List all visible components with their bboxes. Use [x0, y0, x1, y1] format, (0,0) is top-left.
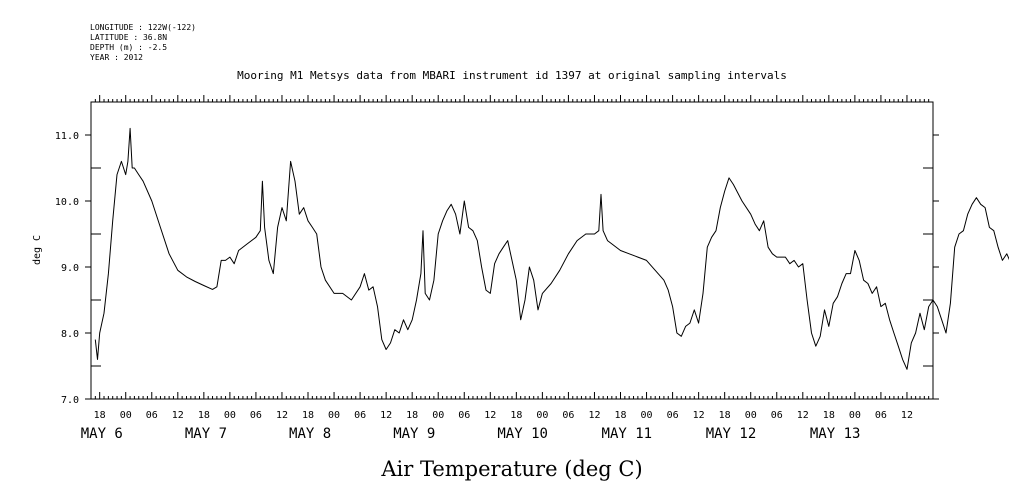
x-tick-label: 12 — [797, 410, 809, 421]
x-tick-label: 06 — [875, 410, 887, 421]
latitude-text: LATITUDE : 36.8N — [90, 33, 167, 42]
y-axis: 7.0 8.0 9.0 10.0 11.0 — [55, 101, 939, 406]
x-tick-label: 18 — [823, 410, 835, 421]
x-tick-label: 18 — [406, 410, 418, 421]
x-tick-label: 06 — [562, 410, 574, 421]
x-tick-label: 00 — [641, 410, 653, 421]
x-tick-label: 00 — [536, 410, 548, 421]
x-tick-label: 06 — [250, 410, 262, 421]
x-date-label: MAY 11 — [602, 426, 653, 442]
x-tick-label: 06 — [771, 410, 783, 421]
x-tick-label: 00 — [224, 410, 236, 421]
x-tick-label: 12 — [276, 410, 288, 421]
y-tick-label: 10.0 — [55, 197, 79, 208]
longitude-text: LONGITUDE : 122W(-122) — [90, 23, 196, 32]
x-tick-label: 18 — [614, 410, 626, 421]
y-tick-label: 11.0 — [55, 131, 79, 142]
x-tick-label: 06 — [354, 410, 366, 421]
metadata-block: LONGITUDE : 122W(-122) LATITUDE : 36.8N … — [90, 23, 196, 62]
x-tick-label: 00 — [432, 410, 444, 421]
x-tick-label: 18 — [198, 410, 210, 421]
x-axis: 18 00 MAY 6 06 12 18 00 MAY 7 06 12 18 00 MAY 8 06 12 1… — [81, 95, 930, 442]
x-date-label: MAY 6 — [81, 426, 123, 442]
x-axis-label: Air Temperature (deg C) — [380, 457, 642, 481]
y-tick-label: 9.0 — [61, 263, 79, 274]
x-tick-label: 00 — [120, 410, 132, 421]
x-tick-label: 00 — [745, 410, 757, 421]
x-tick-label: 06 — [146, 410, 158, 421]
temperature-line — [94, 127, 1009, 370]
depth-text: DEPTH (m) : -2.5 — [90, 43, 167, 52]
x-date-label: MAY 9 — [393, 426, 435, 442]
x-date-label: MAY 12 — [706, 426, 757, 442]
x-tick-label: 12 — [172, 410, 184, 421]
x-tick-label: 18 — [719, 410, 731, 421]
plot-frame — [90, 101, 934, 400]
chart-title: Mooring M1 Metsys data from MBARI instru… — [237, 69, 787, 82]
x-tick-label: 12 — [901, 410, 913, 421]
x-date-label: MAY 13 — [810, 426, 861, 442]
series-group — [94, 127, 1009, 370]
x-tick-label: 06 — [667, 410, 679, 421]
x-date-label: MAY 10 — [497, 426, 548, 442]
x-tick-label: 00 — [849, 410, 861, 421]
y-axis-label: deg C — [32, 235, 43, 265]
x-date-label: MAY 8 — [289, 426, 331, 442]
x-tick-label: 12 — [588, 410, 600, 421]
x-date-label: MAY 7 — [185, 426, 227, 442]
y-tick-label: 8.0 — [61, 329, 79, 340]
year-text: YEAR : 2012 — [90, 53, 143, 62]
x-tick-label: 12 — [484, 410, 496, 421]
x-tick-label: 18 — [302, 410, 314, 421]
x-tick-label: 12 — [693, 410, 705, 421]
y-tick-label: 7.0 — [61, 395, 79, 406]
x-tick-label: 18 — [510, 410, 522, 421]
x-tick-label: 12 — [380, 410, 392, 421]
x-tick-label: 00 — [328, 410, 340, 421]
x-tick-label: 18 — [94, 410, 106, 421]
x-tick-label: 06 — [458, 410, 470, 421]
